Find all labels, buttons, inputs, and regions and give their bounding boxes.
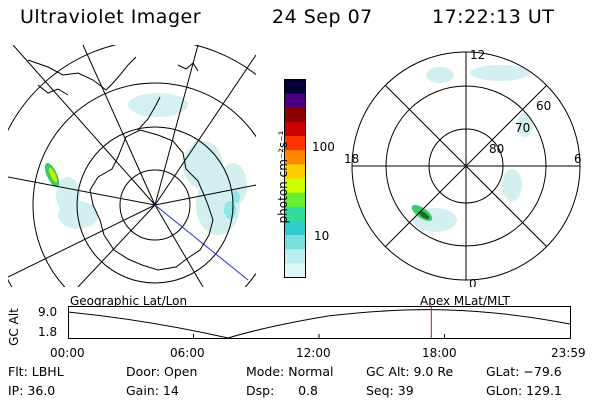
info-glat: GLat: −79.6 (486, 364, 562, 379)
date-label: 24 Sep 07 (272, 6, 373, 28)
mlt-label-6: 6 (574, 152, 582, 166)
colorbar-segment (284, 178, 306, 194)
antarctica-coastline (89, 129, 214, 271)
timeline-xtick-1200: 12:00 (296, 346, 331, 360)
timeline-ytick-9: 9.0 (38, 305, 58, 319)
colorbar-segment (284, 121, 306, 137)
colorbar-segment (284, 93, 306, 109)
info-gc-alt: GC Alt: 9.0 Re (366, 364, 454, 379)
colorbar-segment (284, 136, 306, 151)
info-mode: Mode: Normal (246, 364, 334, 379)
aurora-bright-spot-left (44, 163, 60, 187)
left-map-label: Geographic Lat/Lon (70, 294, 188, 308)
altitude-timeline (68, 306, 571, 339)
mlt-label-12: 12 (470, 48, 485, 62)
lat-label-80: 80 (489, 142, 504, 156)
info-dsp: Dsp: 0.8 (246, 383, 319, 398)
aurora-emission-left (56, 93, 247, 235)
aurora-bright-spot-right (411, 204, 433, 222)
lat-label-70: 70 (515, 121, 530, 135)
colorbar-segment (284, 79, 306, 95)
colorbar-segment (284, 249, 306, 264)
colorbar-tick-100: 100 (312, 140, 335, 154)
colorbar-segment (284, 263, 306, 278)
mlt-label-18: 18 (344, 152, 359, 166)
info-ip: IP: 36.0 (8, 383, 56, 398)
right-map-label: Apex MLat/MLT (420, 294, 510, 308)
timeline-ytick-1.8: 1.8 (38, 325, 58, 339)
colorbar-segment (284, 150, 306, 165)
info-filter: Flt: LBHL (8, 364, 64, 379)
colorbar-segment (284, 235, 306, 250)
lat-label-60: 60 (536, 99, 551, 113)
timeline-xtick-1800: 18:00 (422, 346, 457, 360)
colorbar-segment (284, 206, 306, 222)
info-gain: Gain: 14 (126, 383, 179, 398)
info-glon: GLon: 129.1 (486, 383, 562, 398)
magnetic-map: 12 18 6 0 60 70 80 (344, 48, 582, 287)
colorbar-segment (284, 220, 306, 236)
timeline-axis-label: GC Alt (7, 308, 21, 346)
timeline-xtick-0000: 00:00 (50, 346, 85, 360)
colorbar-tick-10: 10 (314, 229, 330, 243)
timeline-xtick-2359: 23:59 (551, 346, 586, 360)
geographic-map (8, 45, 256, 287)
colorbar-unit-label: photon cm⁻²s⁻¹ (276, 130, 290, 224)
time-label: 17:22:13 UT (432, 6, 555, 28)
colorbar-segment (284, 164, 306, 179)
intensity-colorbar (284, 79, 306, 278)
instrument-title: Ultraviolet Imager (20, 6, 202, 28)
altitude-curve (68, 309, 571, 339)
colorbar-segment (284, 192, 306, 208)
mlt-label-0: 0 (469, 277, 477, 287)
colorbar-segment (284, 107, 306, 123)
info-seq: Seq: 39 (366, 383, 414, 398)
timeline-xtick-0600: 06:00 (170, 346, 205, 360)
aurora-emission-right (413, 65, 533, 232)
info-door: Door: Open (126, 364, 198, 379)
